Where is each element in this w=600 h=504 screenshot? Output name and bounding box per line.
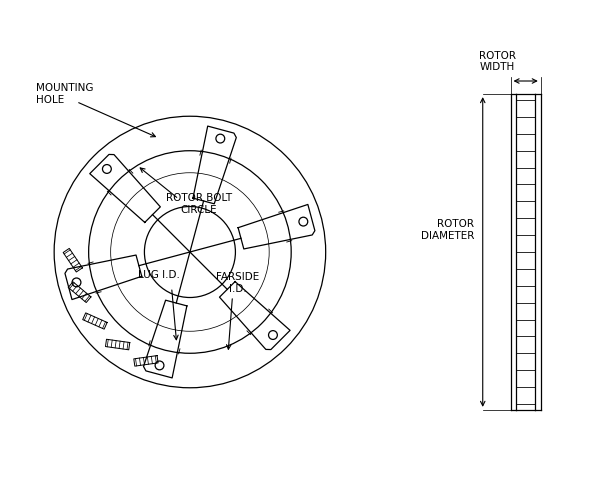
Text: MOUNTING
HOLE: MOUNTING HOLE bbox=[36, 84, 94, 105]
Text: FARSIDE
I.D.: FARSIDE I.D. bbox=[216, 272, 259, 294]
Text: ROTOR BOLT
CIRCLE: ROTOR BOLT CIRCLE bbox=[166, 194, 232, 215]
Text: LUG I.D.: LUG I.D. bbox=[138, 271, 180, 281]
Text: ROTOR
WIDTH: ROTOR WIDTH bbox=[479, 50, 516, 72]
Text: ROTOR
DIAMETER: ROTOR DIAMETER bbox=[421, 219, 474, 241]
